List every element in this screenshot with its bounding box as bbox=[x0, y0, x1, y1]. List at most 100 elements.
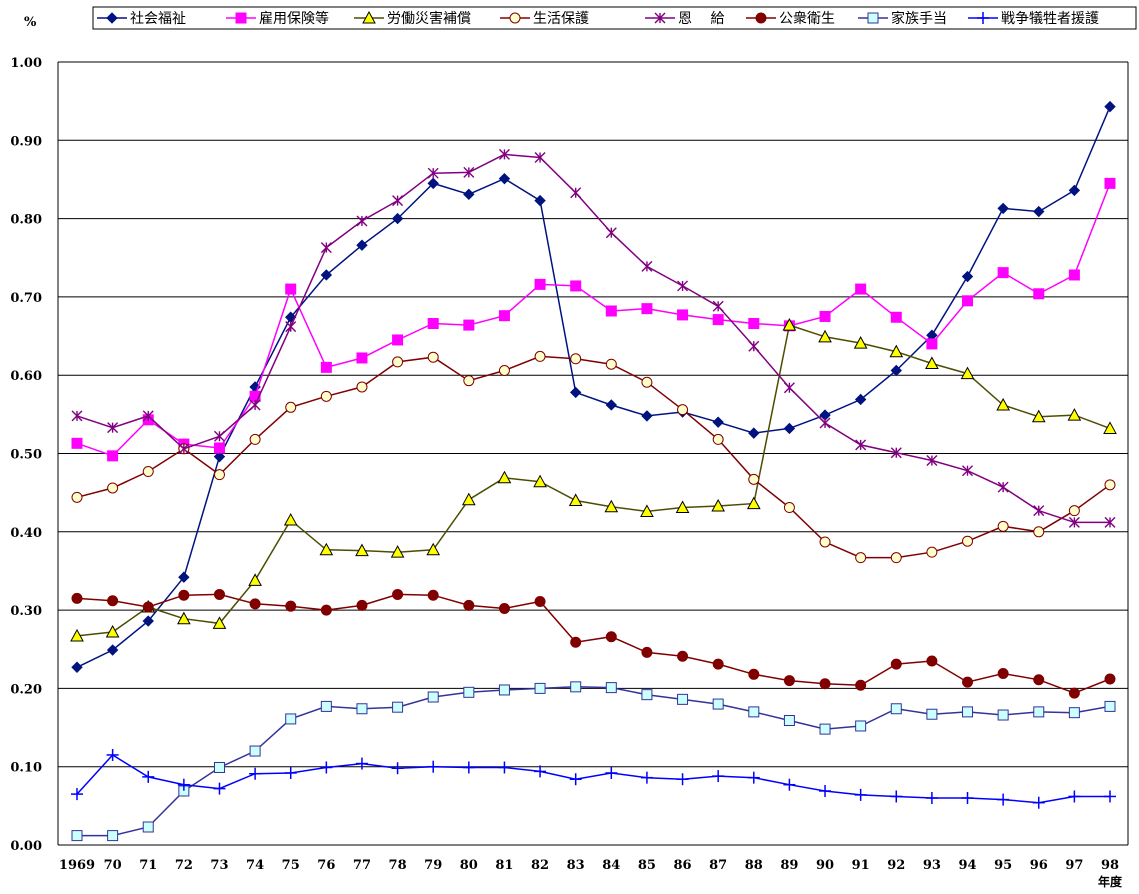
data-point bbox=[1104, 479, 1116, 491]
x-tick-label: 94 bbox=[958, 858, 976, 873]
data-point bbox=[356, 599, 368, 611]
series-line bbox=[76, 106, 1111, 668]
data-point bbox=[356, 381, 368, 393]
data-point bbox=[570, 187, 582, 199]
data-point bbox=[427, 351, 439, 363]
data-point bbox=[534, 278, 546, 290]
data-point bbox=[855, 679, 867, 691]
y-tick-label: 0.00 bbox=[10, 839, 42, 854]
data-point bbox=[534, 350, 546, 362]
data-point bbox=[105, 624, 120, 638]
data-point bbox=[605, 227, 617, 239]
series-line bbox=[77, 686, 1111, 837]
data-point bbox=[711, 498, 726, 512]
data-point bbox=[1104, 790, 1116, 803]
x-tick-label: 78 bbox=[389, 858, 407, 873]
data-point bbox=[71, 830, 83, 842]
data-point bbox=[748, 427, 760, 439]
x-tick-label: 95 bbox=[994, 858, 1012, 873]
data-point bbox=[925, 356, 939, 369]
x-tick-label: 77 bbox=[353, 858, 371, 873]
data-point bbox=[997, 202, 1009, 215]
data-point bbox=[755, 12, 767, 24]
data-point bbox=[1068, 707, 1080, 719]
data-point bbox=[1068, 790, 1081, 803]
data-point bbox=[1031, 409, 1046, 423]
data-point bbox=[867, 12, 879, 24]
x-tick-label: 83 bbox=[567, 858, 585, 873]
x-axis-ticks: 1969 70 71 72 73 74 75 76 77 78 79 80 81 82 83 84 85 86 87… bbox=[59, 858, 1119, 873]
legend-label: 雇用保険等 bbox=[259, 10, 329, 27]
data-point bbox=[746, 496, 761, 510]
x-tick-label: 70 bbox=[104, 858, 122, 873]
data-point bbox=[712, 300, 724, 312]
data-point bbox=[712, 314, 724, 326]
data-point bbox=[962, 706, 974, 718]
data-point bbox=[177, 611, 191, 625]
data-point bbox=[962, 465, 974, 477]
data-point bbox=[427, 760, 440, 773]
data-point bbox=[783, 675, 795, 687]
data-point bbox=[392, 588, 404, 600]
data-point bbox=[142, 821, 154, 833]
data-point bbox=[997, 668, 1009, 680]
data-point bbox=[783, 715, 795, 727]
data-point bbox=[71, 491, 83, 503]
data-point bbox=[605, 766, 618, 779]
y-tick-label: 0.50 bbox=[10, 448, 42, 463]
y-axis-unit-label: % bbox=[24, 15, 37, 30]
data-point bbox=[285, 713, 297, 725]
data-point bbox=[71, 788, 83, 801]
data-point bbox=[604, 499, 619, 513]
data-point bbox=[213, 761, 225, 773]
data-point bbox=[855, 283, 867, 295]
x-tick-label: 73 bbox=[210, 858, 228, 873]
data-point bbox=[319, 542, 334, 556]
data-point bbox=[213, 450, 226, 463]
data-point bbox=[819, 678, 831, 690]
data-point bbox=[142, 601, 154, 613]
data-point bbox=[71, 437, 83, 449]
data-point bbox=[568, 493, 583, 506]
data-point bbox=[1068, 184, 1081, 197]
data-point bbox=[285, 321, 297, 333]
legend-item: 家族手当 bbox=[858, 10, 947, 27]
data-point bbox=[889, 344, 904, 358]
data-point bbox=[570, 681, 582, 693]
data-point bbox=[178, 443, 190, 455]
data-point bbox=[463, 188, 475, 201]
legend: 社会福祉 雇用保険等 労働災害補償 生活保護 恩 給 公衆衛生 家族手当 戦争犠牲者援護 bbox=[92, 6, 1137, 30]
data-point bbox=[819, 417, 831, 429]
data-point bbox=[962, 535, 974, 547]
legend-item: 労働災害補償 bbox=[354, 10, 471, 27]
legend-label: 恩 給 bbox=[678, 11, 724, 27]
data-point bbox=[569, 773, 582, 786]
data-point bbox=[427, 177, 439, 190]
data-point bbox=[782, 318, 797, 331]
data-point bbox=[427, 589, 439, 601]
data-point bbox=[213, 469, 225, 481]
legend-label: 家族手当 bbox=[891, 10, 947, 27]
data-point bbox=[497, 470, 512, 484]
data-point bbox=[106, 12, 118, 24]
data-point bbox=[926, 655, 938, 667]
data-point bbox=[748, 340, 760, 352]
data-point bbox=[855, 720, 867, 732]
data-point bbox=[1104, 673, 1116, 685]
data-point bbox=[819, 723, 831, 735]
x-tick-label: 98 bbox=[1101, 858, 1119, 873]
data-point bbox=[426, 542, 441, 556]
data-point bbox=[71, 592, 83, 604]
x-tick-label: 90 bbox=[816, 858, 834, 873]
data-point bbox=[640, 771, 653, 784]
data-point bbox=[641, 303, 653, 315]
data-point bbox=[462, 761, 475, 774]
grid bbox=[57, 61, 1129, 846]
data-point bbox=[392, 701, 404, 713]
data-point bbox=[356, 215, 368, 227]
data-point bbox=[854, 788, 867, 801]
y-tick-label: 0.70 bbox=[10, 291, 42, 306]
x-tick-label: 93 bbox=[923, 858, 941, 873]
data-point bbox=[605, 358, 617, 370]
x-tick-label: 82 bbox=[531, 858, 549, 873]
